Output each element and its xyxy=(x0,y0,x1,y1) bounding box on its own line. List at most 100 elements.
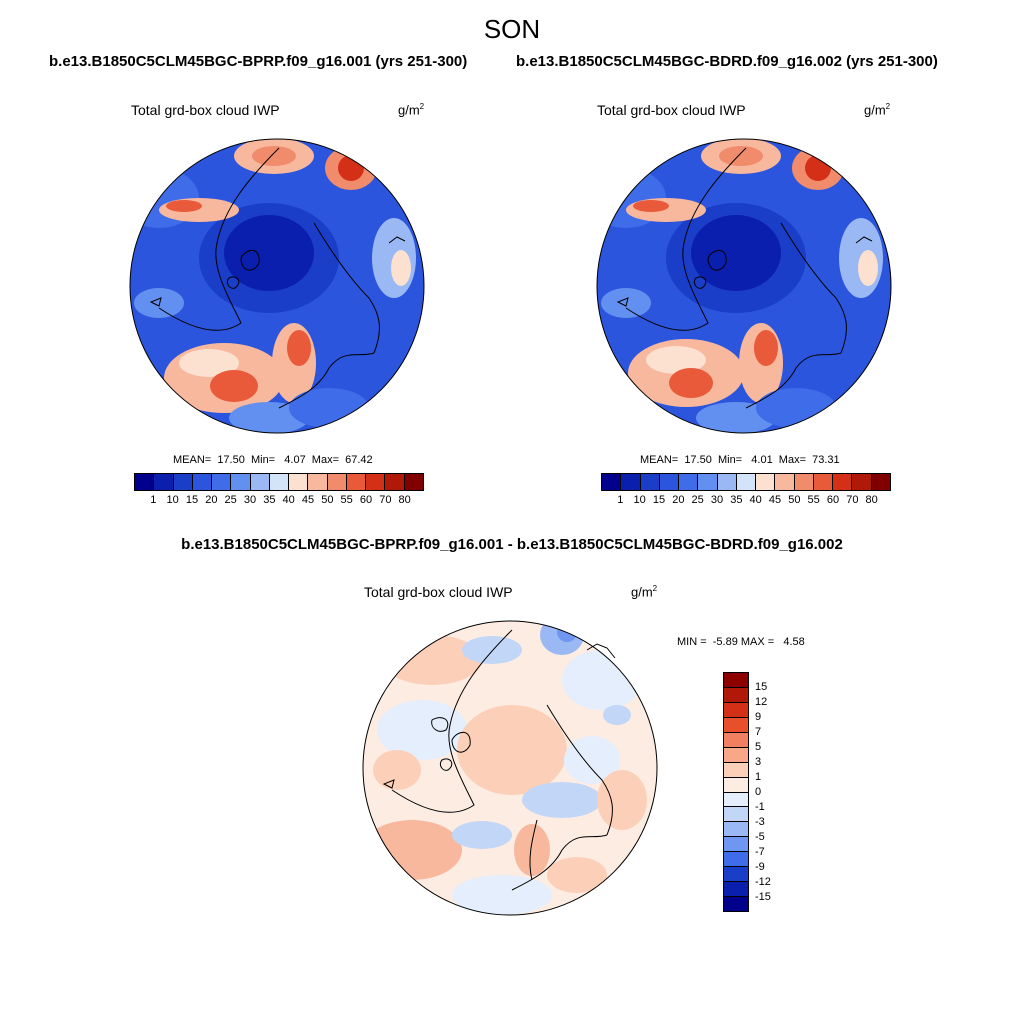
case1-colorbar-tick-label: 35 xyxy=(263,494,276,506)
case1-colorbar-tick-label: 45 xyxy=(301,494,315,506)
diff-colorbar-swatch xyxy=(724,852,748,868)
diff-polar-map xyxy=(362,620,658,916)
diff-colorbar-tick-label: 7 xyxy=(755,726,762,738)
case2-colorbar-tick-label: 10 xyxy=(633,494,646,506)
case2-colorbar-tick-label: 70 xyxy=(846,494,859,506)
case2-colorbar-tick-label: 45 xyxy=(768,494,782,506)
case1-colorbar-tick-label: 40 xyxy=(282,494,295,506)
diff-colorbar-tick-label: -12 xyxy=(755,876,771,888)
case1-colorbar-labels: 1 10 15 20 25 30 35 40 45 50 55 60 70 80 xyxy=(134,494,424,508)
diff-colorbar-swatch xyxy=(724,732,748,748)
case1-units: g/m2 xyxy=(398,102,425,118)
case2-colorbar xyxy=(601,473,891,491)
diff-colorbar-swatch xyxy=(724,702,748,718)
case2-header: b.e13.B1850C5CLM45BGC-BDRD.f09_g16.002 (… xyxy=(516,53,938,70)
case1-header: b.e13.B1850C5CLM45BGC-BPRP.f09_g16.001 (… xyxy=(49,53,468,70)
case1-colorbar-tick-label: 50 xyxy=(321,494,334,506)
diff-stats: MIN = -5.89 MAX = 4.58 xyxy=(677,636,805,648)
diff-colorbar xyxy=(723,672,749,912)
diff-colorbar-swatch xyxy=(724,717,748,733)
diff-colorbar-swatch xyxy=(724,673,748,688)
case2-colorbar-swatch xyxy=(679,474,699,490)
case2-units: g/m2 xyxy=(864,102,891,118)
case2-colorbar-swatch xyxy=(871,474,890,490)
diff-colorbar-tick-label: -3 xyxy=(755,816,765,828)
case1-colorbar-tick-label: 30 xyxy=(243,494,257,506)
case2-colorbar-tick-label: 40 xyxy=(749,494,762,506)
diff-header: b.e13.B1850C5CLM45BGC-BPRP.f09_g16.001 -… xyxy=(181,536,843,553)
diff-colorbar-tick-label: -15 xyxy=(755,891,771,903)
diff-colorbar-swatch xyxy=(724,822,748,838)
case2-colorbar-swatch xyxy=(698,474,718,490)
case2-colorbar-tick-label: 1 xyxy=(617,494,624,506)
diff-colorbar-swatch xyxy=(724,897,748,911)
case1-colorbar-tick-label: 10 xyxy=(166,494,179,506)
case1-colorbar-swatch xyxy=(173,474,193,490)
case1-colorbar xyxy=(134,473,424,491)
case2-colorbar-swatch xyxy=(775,474,795,490)
case1-colorbar-swatch xyxy=(135,474,155,490)
case2-colorbar-tick-label: 25 xyxy=(691,494,704,506)
diff-units: g/m2 xyxy=(631,584,658,600)
case1-colorbar-tick-label: 20 xyxy=(205,494,218,506)
case1-colorbar-swatch xyxy=(308,474,328,490)
case1-colorbar-tick-label: 1 xyxy=(150,494,157,506)
case1-colorbar-swatch xyxy=(385,474,405,490)
case2-variable-title: Total grd-box cloud IWP xyxy=(597,102,746,118)
case1-colorbar-swatch xyxy=(366,474,386,490)
case2-colorbar-swatch xyxy=(621,474,641,490)
case1-colorbar-swatch xyxy=(250,474,270,490)
case2-colorbar-swatch xyxy=(833,474,853,490)
diff-colorbar-swatch xyxy=(724,792,748,808)
case1-colorbar-swatch xyxy=(192,474,213,490)
case2-colorbar-swatch xyxy=(736,474,757,490)
case1-polar-map xyxy=(129,138,425,434)
case2-colorbar-swatch xyxy=(813,474,834,490)
case1-colorbar-swatch xyxy=(346,474,367,490)
case1-colorbar-swatch xyxy=(154,474,174,490)
case1-colorbar-swatch xyxy=(327,474,347,490)
case2-colorbar-tick-label: 30 xyxy=(710,494,724,506)
diff-colorbar-swatch xyxy=(724,867,748,883)
case1-colorbar-swatch xyxy=(231,474,251,490)
diff-colorbar-swatch xyxy=(724,687,748,703)
case1-colorbar-swatch xyxy=(212,474,232,490)
case2-colorbar-tick-label: 20 xyxy=(672,494,685,506)
case1-colorbar-tick-label: 55 xyxy=(340,494,353,506)
case1-colorbar-swatch xyxy=(404,474,423,490)
diff-colorbar-tick-label: 1 xyxy=(755,771,762,783)
diff-variable-title: Total grd-box cloud IWP xyxy=(364,584,513,600)
diff-colorbar-tick-label: -5 xyxy=(755,831,765,843)
case2-colorbar-swatch xyxy=(794,474,814,490)
case2-polar-map xyxy=(596,138,892,434)
case1-variable-title: Total grd-box cloud IWP xyxy=(131,102,280,118)
case2-colorbar-swatch xyxy=(852,474,872,490)
diff-colorbar-tick-label: 0 xyxy=(755,786,762,798)
case2-colorbar-swatch xyxy=(602,474,622,490)
case1-colorbar-tick-label: 80 xyxy=(398,494,411,506)
diff-colorbar-tick-label: 12 xyxy=(755,696,768,708)
case1-colorbar-tick-label: 70 xyxy=(379,494,392,506)
diff-colorbar-tick-label: 9 xyxy=(755,711,762,723)
diff-colorbar-tick-label: -9 xyxy=(755,861,765,873)
case1-colorbar-swatch xyxy=(289,474,309,490)
diff-colorbar-tick-label: 15 xyxy=(755,681,768,693)
case2-colorbar-tick-label: 15 xyxy=(652,494,666,506)
case2-colorbar-labels: 1 10 15 20 25 30 35 40 45 50 55 60 70 80 xyxy=(601,494,891,508)
diff-colorbar-swatch xyxy=(724,882,748,898)
diff-colorbar-swatch xyxy=(724,747,748,763)
case2-stats: MEAN= 17.50 Min= 4.01 Max= 73.31 xyxy=(640,454,840,466)
diff-colorbar-tick-label: -1 xyxy=(755,801,765,813)
case1-colorbar-swatch xyxy=(269,474,290,490)
case1-colorbar-tick-label: 60 xyxy=(359,494,373,506)
case1-colorbar-tick-label: 15 xyxy=(185,494,199,506)
case2-colorbar-tick-label: 50 xyxy=(788,494,801,506)
diff-colorbar-tick-label: 5 xyxy=(755,741,762,753)
diff-colorbar-tick-label: -7 xyxy=(755,846,765,858)
case1-stats: MEAN= 17.50 Min= 4.07 Max= 67.42 xyxy=(173,454,373,466)
diff-colorbar-swatch xyxy=(724,807,748,823)
diff-colorbar-tick-label: 3 xyxy=(755,756,762,768)
case2-colorbar-swatch xyxy=(717,474,737,490)
case2-colorbar-tick-label: 80 xyxy=(865,494,878,506)
case2-colorbar-tick-label: 60 xyxy=(826,494,840,506)
